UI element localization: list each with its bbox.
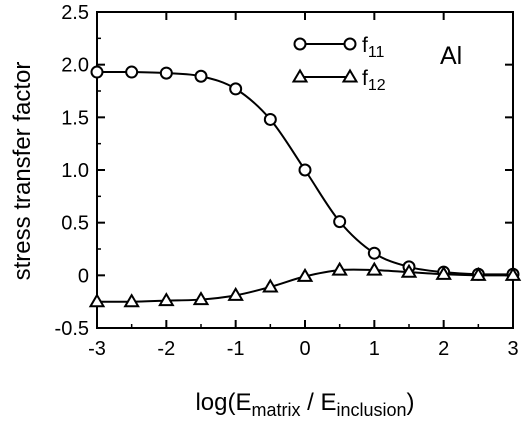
axes-layer: -3 -2 -1 0 1 2 3-0.500.51.01.52.02.5	[55, 2, 519, 360]
data-point-f11	[90, 65, 104, 79]
x-axis-title-prefix: log(E	[195, 389, 251, 416]
x-axis-title-suffix: )	[407, 389, 415, 416]
series-f11	[90, 65, 520, 281]
legend-label-base: f	[362, 67, 368, 90]
data-point-f12	[227, 286, 244, 301]
y-tick-label: 0.5	[61, 213, 89, 235]
x-tick-label: 2	[438, 338, 449, 360]
legend-label-subscript: 11	[368, 44, 385, 61]
data-point-f12	[192, 291, 210, 306]
legend-label-f11: f11	[362, 34, 385, 61]
data-point-f12	[400, 263, 418, 278]
series-layer	[88, 65, 522, 308]
x-axis-title-middle: / E	[300, 389, 336, 416]
x-axis-title-sub1: matrix	[251, 400, 300, 420]
data-point-f11	[159, 66, 173, 80]
data-point-f12	[331, 261, 348, 276]
legend-label-subscript: 12	[368, 77, 386, 94]
data-point-f12	[123, 293, 140, 308]
y-tick-label: 0	[78, 265, 89, 287]
data-point-f11	[229, 82, 243, 96]
data-point-f11	[125, 65, 139, 79]
data-point-f11	[367, 246, 381, 260]
x-axis-title-sub2: inclusion	[337, 400, 407, 420]
data-point-f12	[296, 267, 314, 282]
data-point-f11	[263, 112, 277, 126]
x-tick-label: 0	[299, 338, 310, 360]
data-point-f12	[504, 266, 522, 281]
data-point-f11	[194, 69, 208, 83]
legend-marker-f12	[291, 68, 309, 83]
data-point-f12	[435, 265, 452, 280]
legend-marker-f11	[343, 37, 357, 51]
x-tick-label: -3	[88, 338, 106, 360]
x-tick-label: 3	[507, 338, 518, 360]
legend-marker-f11	[293, 37, 307, 51]
y-axis-title: stress transfer factor	[9, 62, 36, 281]
x-tick-label: 1	[369, 338, 380, 360]
series-f12	[88, 261, 522, 308]
data-point-f12	[262, 278, 279, 293]
data-point-f12	[470, 266, 487, 281]
y-tick-label: 2.0	[61, 55, 89, 77]
y-tick-label: -0.5	[55, 318, 89, 340]
x-tick-label: -1	[227, 338, 245, 360]
y-tick-label: 1.0	[61, 160, 89, 182]
data-point-f12	[88, 293, 106, 308]
data-point-f12	[158, 292, 175, 307]
y-tick-label: 1.5	[61, 107, 89, 129]
x-tick-label: -2	[157, 338, 175, 360]
data-point-f12	[366, 261, 383, 276]
material-annotation: Al	[440, 42, 462, 70]
x-axis-title: log(Ematrix / Einclusion)	[195, 389, 414, 420]
legend-label-base: f	[362, 34, 368, 57]
legend-marker-f12	[341, 68, 359, 83]
data-point-f11	[298, 163, 312, 177]
y-tick-label: 2.5	[61, 2, 89, 24]
data-point-f11	[333, 215, 347, 229]
legend-label-f12: f12	[362, 67, 386, 94]
